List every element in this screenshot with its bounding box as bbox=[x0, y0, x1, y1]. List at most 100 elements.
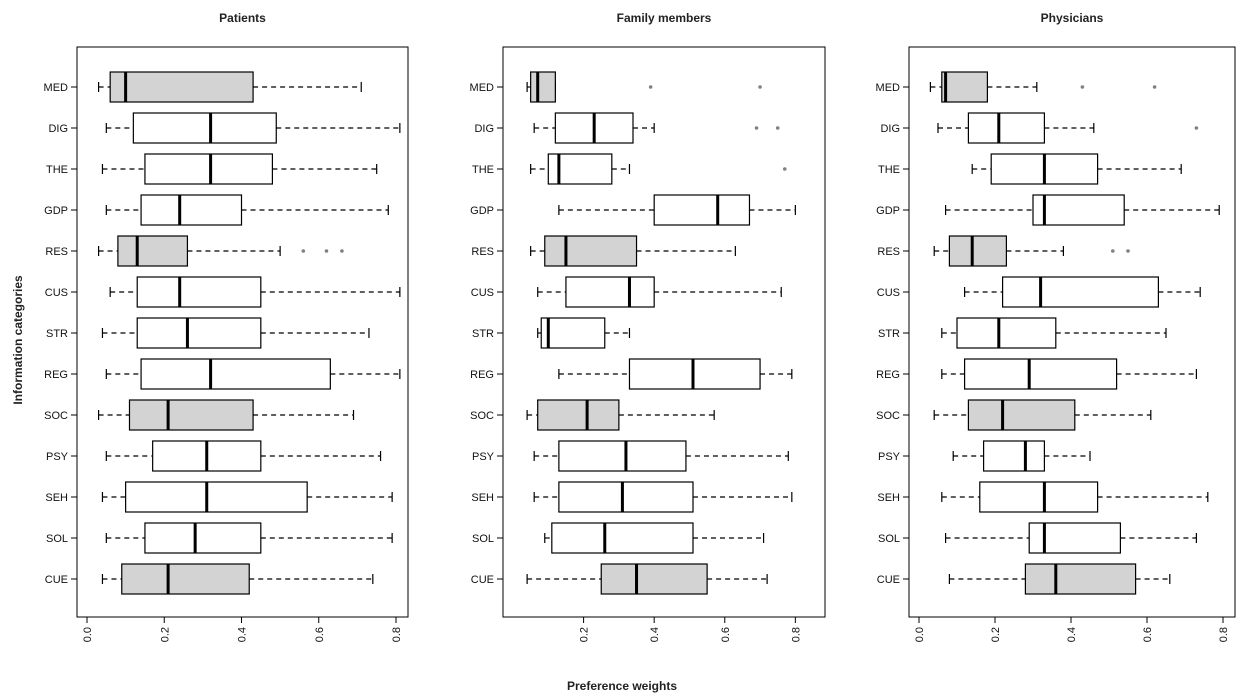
box-the: THE bbox=[46, 153, 378, 185]
category-label: SOC bbox=[470, 410, 494, 422]
box-reg: REG bbox=[44, 358, 401, 390]
category-label: CUE bbox=[471, 574, 494, 586]
box-the: THE bbox=[878, 153, 1182, 185]
category-label: REG bbox=[470, 369, 494, 381]
outlier-point bbox=[758, 85, 762, 89]
iqr-box bbox=[979, 481, 1099, 513]
category-label: SOL bbox=[46, 533, 68, 545]
category-label: RES bbox=[877, 246, 900, 258]
box-cus: CUS bbox=[45, 276, 401, 308]
category-label: MED bbox=[44, 82, 69, 94]
category-label: CUE bbox=[45, 574, 68, 586]
box-dig: DIG bbox=[48, 112, 401, 144]
iqr-box bbox=[1024, 563, 1137, 595]
category-label: THE bbox=[46, 164, 68, 176]
iqr-box bbox=[144, 522, 262, 554]
iqr-box bbox=[144, 153, 274, 185]
category-label: CUE bbox=[877, 574, 900, 586]
outlier-point bbox=[340, 249, 344, 253]
outlier-point bbox=[1111, 249, 1115, 253]
outlier-point bbox=[1194, 126, 1199, 130]
iqr-box bbox=[136, 276, 262, 308]
category-label: CUS bbox=[471, 287, 494, 299]
panel-title: Family members bbox=[617, 11, 712, 25]
box-the: THE bbox=[472, 153, 787, 185]
category-label: DIG bbox=[48, 123, 68, 135]
box-psy: PSY bbox=[472, 440, 789, 472]
iqr-box bbox=[1001, 276, 1159, 308]
panel-title: Patients bbox=[219, 11, 266, 25]
outlier-point bbox=[754, 126, 759, 130]
box-str: STR bbox=[472, 317, 631, 349]
outlier-point bbox=[1126, 249, 1130, 253]
category-label: STR bbox=[46, 328, 68, 340]
category-label: THE bbox=[472, 164, 494, 176]
x-tick-label: 0.4 bbox=[237, 627, 249, 642]
x-tick-label: 0.4 bbox=[649, 627, 661, 642]
box-sol: SOL bbox=[46, 522, 393, 554]
x-tick-label: 0.6 bbox=[314, 627, 326, 642]
iqr-box bbox=[1028, 522, 1121, 554]
iqr-box bbox=[967, 112, 1046, 144]
iqr-box bbox=[140, 194, 243, 226]
y-axis-label: Information categories bbox=[11, 275, 25, 405]
panel-title: Physicians bbox=[1041, 11, 1104, 25]
box-res: RES bbox=[471, 235, 736, 267]
box-cus: CUS bbox=[471, 276, 782, 308]
box-seh: SEH bbox=[471, 481, 793, 513]
box-med: MED bbox=[44, 71, 362, 103]
category-label: SEH bbox=[877, 492, 900, 504]
box-dig: DIG bbox=[880, 112, 1199, 144]
plot-frame bbox=[908, 46, 1236, 618]
iqr-box bbox=[551, 522, 694, 554]
iqr-box bbox=[963, 358, 1118, 390]
category-label: REG bbox=[44, 369, 68, 381]
x-tick-label: 0.6 bbox=[1142, 627, 1154, 642]
iqr-box bbox=[558, 440, 687, 472]
category-label: SOL bbox=[472, 533, 494, 545]
category-label: SOC bbox=[876, 410, 900, 422]
outlier-point bbox=[1152, 85, 1157, 89]
panel-family-members: Family members 0.2 0.4 0.6 0.8 MED DIG THE GDP RE… bbox=[470, 11, 826, 642]
iqr-box bbox=[530, 71, 556, 103]
category-label: DIG bbox=[880, 123, 900, 135]
x-tick-label: 0.0 bbox=[82, 627, 94, 642]
iqr-box bbox=[540, 317, 606, 349]
outlier-point bbox=[775, 126, 780, 130]
box-gdp: GDP bbox=[876, 194, 1220, 226]
outlier-point bbox=[648, 85, 653, 89]
category-label: SEH bbox=[45, 492, 68, 504]
box-reg: REG bbox=[470, 358, 793, 390]
box-sol: SOL bbox=[878, 522, 1198, 554]
outlier-point bbox=[1080, 85, 1085, 89]
iqr-box bbox=[558, 481, 694, 513]
x-tick-label: 0.2 bbox=[990, 627, 1002, 642]
x-tick-label: 0.6 bbox=[720, 627, 732, 642]
iqr-box bbox=[117, 235, 189, 267]
outlier-point bbox=[301, 249, 306, 253]
box-psy: PSY bbox=[46, 440, 382, 472]
category-label: CUS bbox=[45, 287, 68, 299]
iqr-box bbox=[653, 194, 751, 226]
category-label: STR bbox=[472, 328, 494, 340]
x-tick-label: 0.4 bbox=[1066, 627, 1078, 642]
box-dig: DIG bbox=[474, 112, 780, 144]
box-gdp: GDP bbox=[470, 194, 796, 226]
box-soc: SOC bbox=[876, 399, 1152, 431]
category-label: STR bbox=[878, 328, 900, 340]
iqr-box bbox=[140, 358, 331, 390]
x-tick-label: 0.0 bbox=[914, 627, 926, 642]
box-soc: SOC bbox=[470, 399, 715, 431]
box-med: MED bbox=[470, 71, 762, 103]
panel-physicians: Physicians 0.0 0.2 0.4 0.6 0.8 MED DIG THE GDP RES… bbox=[876, 11, 1236, 642]
box-med: MED bbox=[876, 71, 1157, 103]
iqr-box bbox=[109, 71, 254, 103]
box-gdp: GDP bbox=[44, 194, 389, 226]
iqr-box bbox=[544, 235, 638, 267]
x-tick-label: 0.8 bbox=[790, 627, 802, 642]
iqr-box bbox=[537, 399, 620, 431]
category-label: SOL bbox=[878, 533, 900, 545]
x-tick-label: 0.2 bbox=[579, 627, 591, 642]
box-cus: CUS bbox=[877, 276, 1201, 308]
